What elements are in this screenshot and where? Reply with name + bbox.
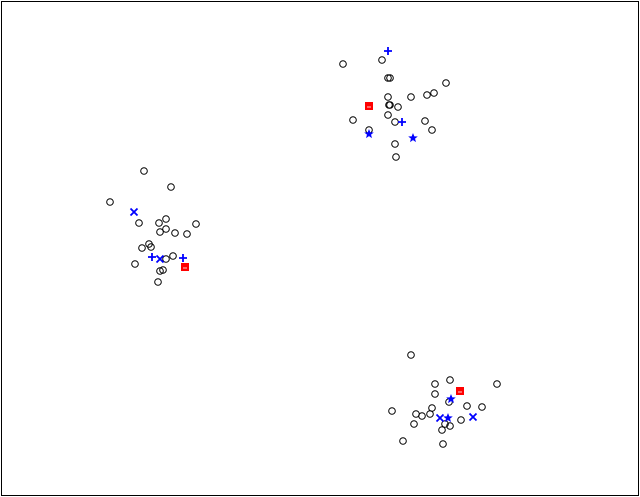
star-marker (446, 393, 456, 404)
circle-open-marker (430, 89, 438, 97)
square-marker (456, 387, 464, 395)
circle-open-marker (162, 225, 170, 233)
circle-open-marker (428, 126, 436, 134)
circle-open-marker (386, 74, 394, 82)
star-marker (408, 132, 418, 143)
plus-marker (384, 47, 392, 55)
circle-open-marker (446, 376, 454, 384)
circle-open-marker (162, 215, 170, 223)
circle-open-marker (159, 266, 167, 274)
circle-open-marker (106, 198, 114, 206)
square-marker (365, 102, 373, 110)
circle-open-marker (147, 243, 155, 251)
plus-marker (148, 253, 156, 261)
circle-open-marker (418, 412, 426, 420)
circle-open-marker (138, 244, 146, 252)
circle-open-marker (171, 229, 179, 237)
circle-open-marker (407, 93, 415, 101)
x-marker (129, 207, 139, 217)
circle-open-marker (441, 420, 449, 428)
circle-open-marker (493, 380, 501, 388)
circle-open-marker (385, 101, 393, 109)
circle-open-marker (399, 437, 407, 445)
circle-open-marker (394, 103, 402, 111)
circle-open-marker (421, 117, 429, 125)
circle-open-marker (392, 153, 400, 161)
circle-open-marker (339, 60, 347, 68)
circle-open-marker (391, 140, 399, 148)
circle-open-marker (457, 416, 465, 424)
circle-open-marker (439, 440, 447, 448)
circle-open-marker (155, 219, 163, 227)
square-marker (181, 263, 189, 271)
circle-open-marker (431, 390, 439, 398)
circle-open-marker (167, 183, 175, 191)
circle-open-marker (478, 403, 486, 411)
plus-marker (179, 254, 187, 262)
circle-open-marker (423, 91, 431, 99)
circle-open-marker (384, 93, 392, 101)
circle-open-marker (438, 426, 446, 434)
circle-open-marker (384, 74, 392, 82)
circle-open-marker (407, 351, 415, 359)
circle-open-marker (431, 380, 439, 388)
circle-open-marker (463, 402, 471, 410)
x-marker (155, 254, 165, 264)
circle-open-marker (426, 410, 434, 418)
star-marker (443, 412, 453, 423)
x-marker (468, 412, 478, 422)
circle-open-marker (388, 407, 396, 415)
circle-open-marker (135, 219, 143, 227)
circle-open-marker (131, 260, 139, 268)
circle-open-marker (378, 56, 386, 64)
circle-open-marker (410, 420, 418, 428)
circle-open-marker (192, 220, 200, 228)
circle-open-marker (154, 278, 162, 286)
circle-open-marker (162, 255, 170, 263)
circle-open-marker (140, 167, 148, 175)
star-marker (364, 128, 374, 139)
circle-open-marker (442, 79, 450, 87)
circle-open-marker (446, 422, 454, 430)
circle-open-marker (384, 111, 392, 119)
plus-marker (398, 118, 406, 126)
circle-open-marker (183, 230, 191, 238)
x-marker (435, 413, 445, 423)
circle-open-marker (156, 228, 164, 236)
circle-open-marker (349, 116, 357, 124)
circle-open-marker (169, 252, 177, 260)
